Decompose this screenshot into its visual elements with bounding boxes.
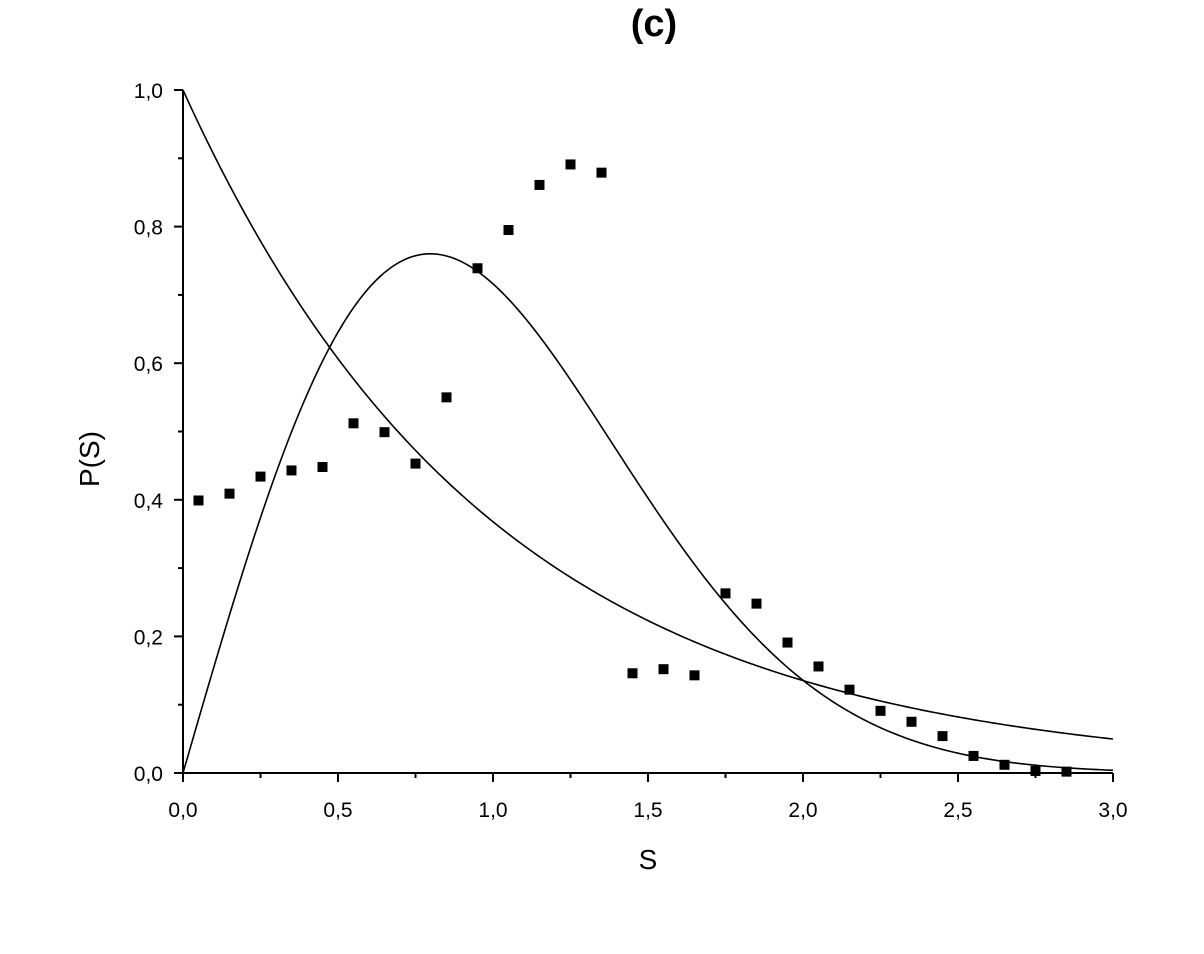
data-point — [627, 668, 638, 679]
data-point — [286, 465, 297, 476]
wigner-curve — [182, 253, 1114, 774]
x-tick-label: 1,0 — [478, 799, 507, 822]
data-point — [1061, 766, 1072, 777]
data-point — [255, 471, 266, 482]
y-tick-label: 0,8 — [134, 217, 163, 240]
data-point — [565, 159, 576, 170]
y-tick-label: 0,0 — [134, 763, 163, 786]
data-point — [999, 759, 1010, 770]
data-point — [906, 716, 917, 727]
data-point — [937, 731, 948, 742]
data-point — [503, 225, 514, 236]
data-point — [968, 750, 979, 761]
data-point — [534, 179, 545, 190]
y-axis-label: P(S) — [74, 431, 105, 487]
y-tick-label: 0,6 — [134, 353, 163, 376]
data-point — [689, 670, 700, 681]
data-point — [875, 705, 886, 716]
x-tick-label: 1,5 — [633, 799, 662, 822]
data-point — [441, 392, 452, 403]
y-tick-label: 0,2 — [134, 626, 163, 649]
data-point — [317, 462, 328, 473]
y-tick-label: 1,0 — [134, 80, 163, 103]
chart-title: (c) — [631, 3, 677, 45]
data-point — [348, 418, 359, 429]
data-point — [472, 263, 483, 274]
data-point — [224, 488, 235, 499]
data-point — [844, 684, 855, 695]
x-tick-label: 0,5 — [323, 799, 352, 822]
data-point — [720, 588, 731, 599]
x-tick-label: 0,0 — [168, 799, 197, 822]
data-point — [193, 495, 204, 506]
data-point — [782, 637, 793, 648]
curves — [182, 89, 1114, 774]
data-point — [410, 458, 421, 469]
data-point — [813, 661, 824, 672]
data-points — [193, 159, 1072, 777]
data-point — [596, 167, 607, 178]
x-tick-label: 3,0 — [1098, 799, 1127, 822]
data-point — [1030, 765, 1041, 776]
data-point — [751, 598, 762, 609]
x-tick-label: 2,5 — [943, 799, 972, 822]
axes — [174, 89, 1114, 782]
x-axis-label: S — [639, 844, 658, 875]
data-point — [658, 664, 669, 675]
x-tick-label: 2,0 — [788, 799, 817, 822]
poisson-curve — [182, 89, 1114, 740]
tick-labels: 0,0 0,5 1,0 1,5 2,0 2,5 3,0 0,0 0,2 0,4 0,6 0,8 1,0 — [134, 80, 1128, 822]
y-tick-label: 0,4 — [134, 490, 164, 513]
data-point — [379, 427, 390, 438]
